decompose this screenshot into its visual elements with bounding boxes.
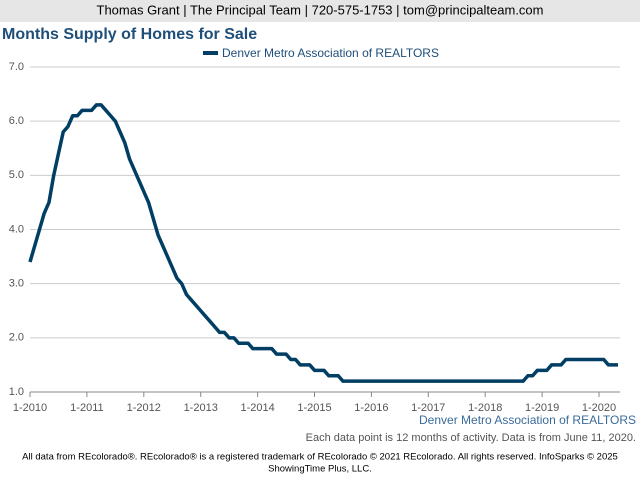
x-tick-label: 1-2013 <box>184 402 218 414</box>
y-tick-label: 3.0 <box>9 278 24 290</box>
footer: ShowingTime Plus, LLC. <box>268 464 372 475</box>
y-tick-label: 5.0 <box>9 169 24 181</box>
y-tick-label: 2.0 <box>9 332 24 344</box>
header: Thomas Grant | The Principal Team | 720-… <box>97 2 544 17</box>
x-tick-label: 1-2015 <box>297 402 331 414</box>
note: Each data point is 12 months of activity… <box>306 432 636 444</box>
source: Denver Metro Association of REALTORS <box>419 413 636 427</box>
x-tick-label: 1-2011 <box>70 402 103 414</box>
x-tick-label: 1-2017 <box>411 402 445 414</box>
line <box>28 103 618 383</box>
x-tick-label: 1-2020 <box>582 402 616 414</box>
y-tick-label: 6.0 <box>9 115 24 127</box>
x-tick-label: 1-2019 <box>525 402 559 414</box>
y-tick-label: 1.0 <box>9 386 24 398</box>
x-tick-label: 1-2012 <box>127 402 161 414</box>
y-tick-label: 4.0 <box>9 223 24 235</box>
x-tick-label: 1-2018 <box>468 402 502 414</box>
x-tick-label: 1-2010 <box>13 402 47 414</box>
x-tick-label: 1-2014 <box>240 402 274 414</box>
header-bar <box>0 0 640 22</box>
y-tick-label: 7.0 <box>9 61 24 73</box>
x-tick-label: 1-2016 <box>354 402 388 414</box>
chart-title: Months Supply of Homes for Sale <box>2 26 257 43</box>
footer: All data from REcolorado®. REcolorado® i… <box>22 452 618 463</box>
legend-label: Denver Metro Association of REALTORS <box>222 46 439 60</box>
